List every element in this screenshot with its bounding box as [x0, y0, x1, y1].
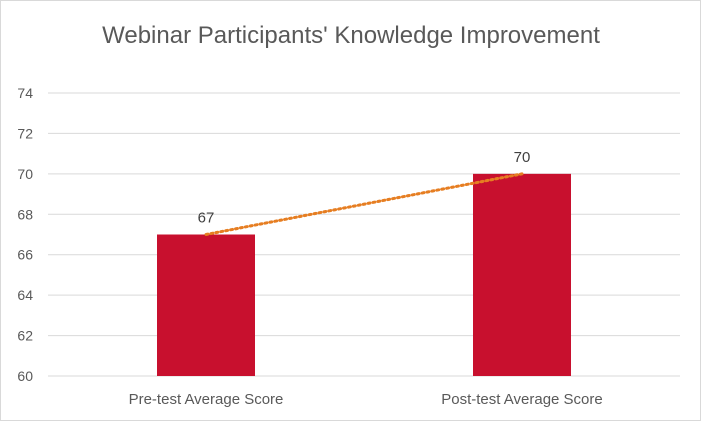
- grid-lines: [48, 92, 680, 377]
- y-tick-label-60: 60: [17, 368, 33, 384]
- chart-title: Webinar Participants' Knowledge Improvem…: [102, 22, 600, 49]
- data-label-pre-test: 67: [198, 210, 215, 227]
- data-label-post-test: 70: [514, 149, 531, 166]
- trendline-layer: [204, 172, 524, 236]
- y-tick-label-68: 68: [17, 206, 33, 222]
- y-tick-label-70: 70: [17, 166, 33, 182]
- y-tick-label-64: 64: [17, 287, 33, 303]
- y-tick-label-66: 66: [17, 247, 33, 263]
- trendline: [204, 172, 524, 236]
- y-tick-label-72: 72: [17, 125, 33, 141]
- y-tick-label-74: 74: [17, 85, 33, 101]
- x-tick-label-post-test: Post-test Average Score: [441, 391, 602, 408]
- y-tick-label-62: 62: [17, 328, 33, 344]
- x-tick-label-pre-test: Pre-test Average Score: [129, 391, 284, 408]
- bar-pre-test: [157, 234, 255, 376]
- bars: [157, 173, 571, 376]
- y-axis-ticks: 60 62 64 66 68 70 72 74: [17, 85, 33, 384]
- x-axis-labels: Pre-test Average Score Post-test Average …: [129, 391, 603, 408]
- data-labels: 67 70: [198, 149, 531, 227]
- bar-post-test: [473, 173, 571, 376]
